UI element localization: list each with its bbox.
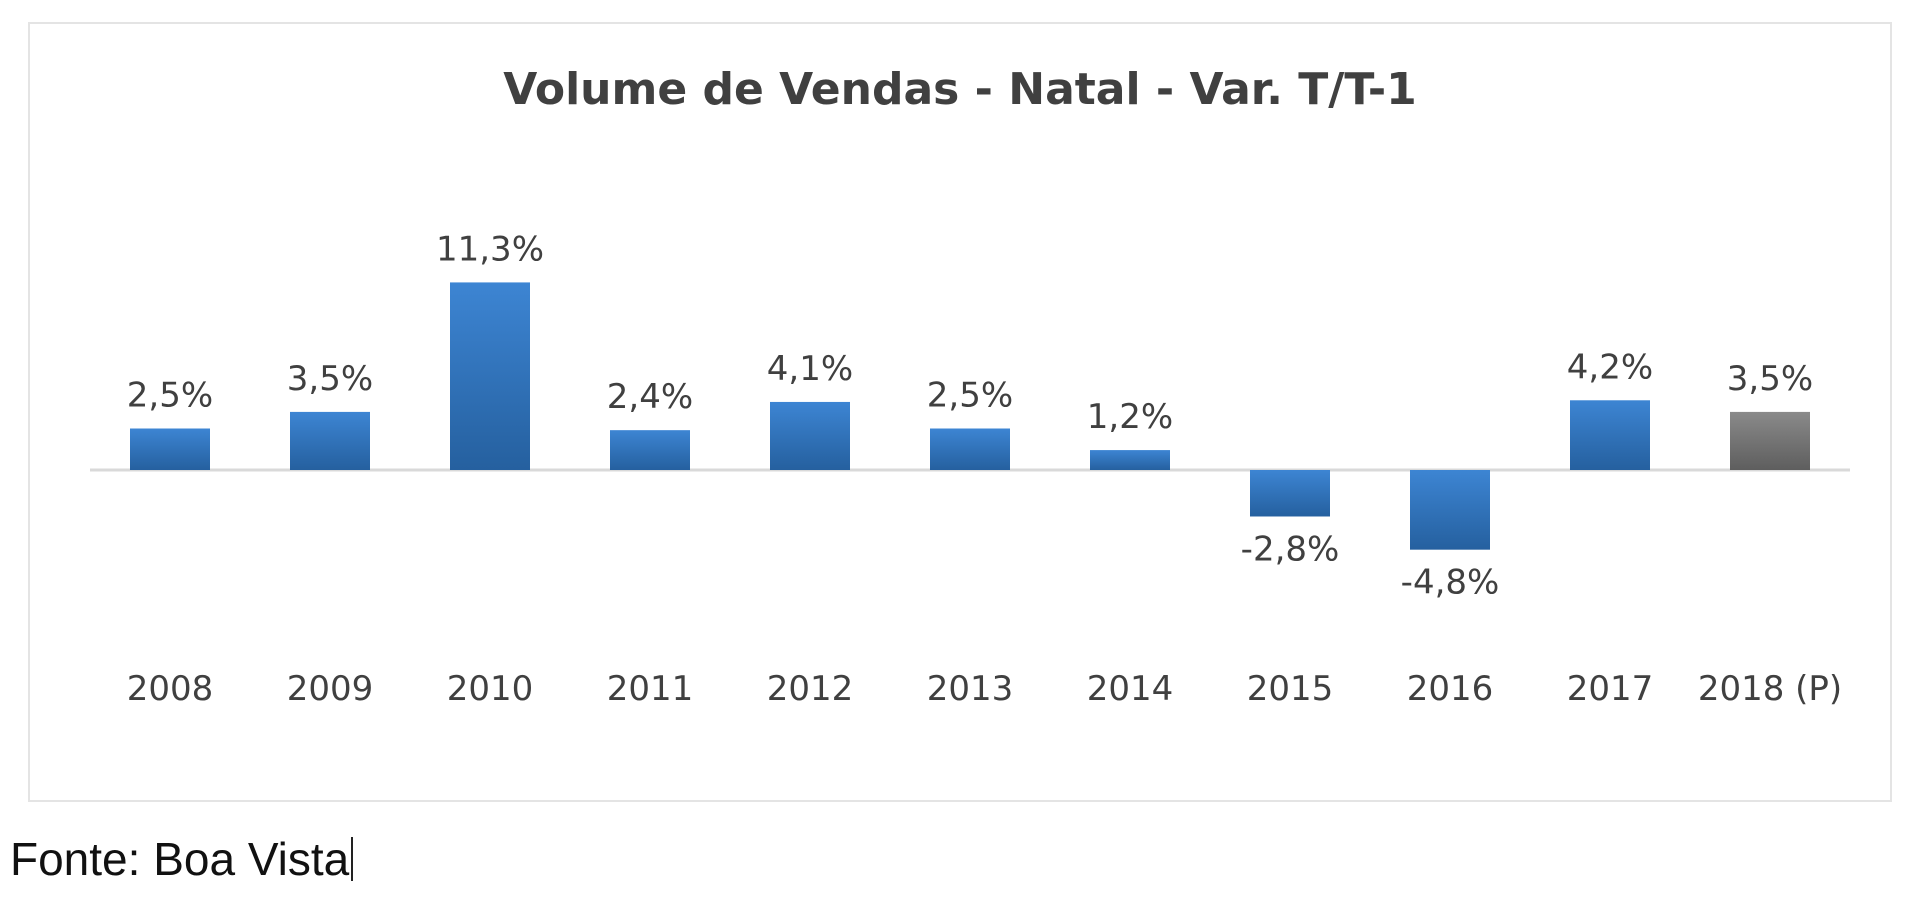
value-label-3: 11,3%: [436, 229, 544, 269]
category-label-7: 2014: [1087, 669, 1174, 709]
category-label-3: 2010: [447, 669, 534, 709]
bar-8: [1250, 470, 1330, 517]
value-label-4: 2,4%: [607, 377, 693, 417]
bar-chart: Volume de Vendas - Natal - Var. T/T-1 2,…: [90, 64, 1850, 709]
bar-3: [450, 282, 530, 470]
value-label-5: 4,1%: [767, 349, 853, 389]
chart-frame: Volume de Vendas - Natal - Var. T/T-1 2,…: [28, 22, 1892, 802]
value-label-9: -4,8%: [1401, 563, 1500, 603]
bar-10: [1570, 400, 1650, 470]
category-label-10: 2017: [1567, 669, 1654, 709]
text-cursor: [351, 837, 354, 881]
category-label-8: 2015: [1247, 669, 1334, 709]
value-label-10: 4,2%: [1567, 347, 1653, 387]
value-label-2: 3,5%: [287, 359, 373, 399]
bars-group: [130, 282, 1810, 550]
value-label-6: 2,5%: [927, 376, 1013, 416]
bar-1: [130, 428, 210, 470]
category-labels-group: 2008 2009 2010 2011 2012 2013 2014 2015 2016 2017…: [127, 669, 1842, 709]
bar-2: [290, 411, 370, 470]
value-label-11: 3,5%: [1727, 359, 1813, 399]
category-label-5: 2012: [767, 669, 854, 709]
value-label-7: 1,2%: [1087, 397, 1173, 437]
bar-7: [1090, 450, 1170, 470]
chart-title: Volume de Vendas - Natal - Var. T/T-1: [503, 64, 1417, 115]
category-label-11: 2018 (P): [1698, 669, 1842, 709]
bar-5: [770, 401, 850, 470]
source-note: Fonte: Boa Vista: [10, 832, 354, 886]
category-label-2: 2009: [287, 669, 374, 709]
category-label-6: 2013: [927, 669, 1014, 709]
value-label-8: -2,8%: [1241, 529, 1340, 569]
value-labels-group: 2,5% 3,5% 11,3% 2,4% 4,1% 2,5% 1,2% -2,8% -4,8% 4…: [127, 229, 1813, 602]
bar-9: [1410, 470, 1490, 550]
category-label-9: 2016: [1407, 669, 1494, 709]
category-label-4: 2011: [607, 669, 694, 709]
source-text: Fonte: Boa Vista: [10, 833, 350, 885]
bar-11: [1730, 411, 1810, 470]
bar-6: [930, 428, 1010, 470]
value-label-1: 2,5%: [127, 376, 213, 416]
bar-4: [610, 430, 690, 470]
category-label-1: 2008: [127, 669, 214, 709]
